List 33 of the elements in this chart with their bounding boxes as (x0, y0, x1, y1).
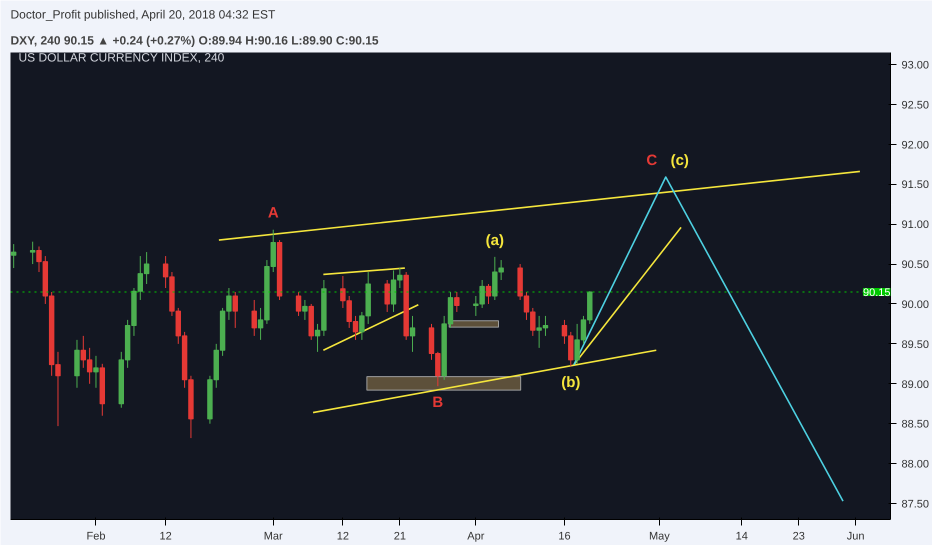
x-tick-label: Feb (86, 530, 106, 542)
ref-line-label: 90.15 (862, 286, 891, 299)
annotation: C (646, 152, 658, 170)
y-tick-label: 89.00 (902, 378, 930, 391)
y-tick-label: 92.00 (902, 139, 930, 152)
x-tick-label: Apr (467, 530, 485, 542)
x-tick-label: 21 (394, 530, 406, 542)
annotation: B (432, 394, 444, 412)
annotation: (c) (670, 152, 689, 170)
annotation: US DOLLAR CURRENCY INDEX, 240 (18, 50, 225, 64)
y-tick-label: 87.50 (902, 498, 930, 511)
y-tick-label: 88.00 (902, 458, 930, 471)
x-tick-label: 16 (558, 530, 571, 542)
x-tick-label: 12 (159, 530, 172, 542)
y-tick-label: 91.50 (902, 179, 930, 192)
y-tick-label: 93.00 (902, 59, 930, 72)
x-tick-label: Mar (264, 530, 284, 542)
y-tick-label: 88.50 (902, 418, 930, 431)
annotation: (a) (486, 232, 504, 249)
chart-title: Doctor_Profit published, April 20, 2018 04:32 EST (10, 8, 276, 22)
y-tick-label: 90.50 (902, 259, 930, 272)
y-tick-label: 90.00 (902, 298, 930, 311)
y-tick-label: 89.50 (902, 338, 930, 351)
x-tick-label: 12 (336, 530, 350, 542)
annotation: (b) (561, 374, 580, 392)
x-tick-label: 23 (792, 530, 805, 542)
x-tick-label: Jun (846, 530, 865, 542)
annotation: A (268, 204, 279, 222)
x-tick-label: 14 (736, 530, 748, 542)
x-tick-label: May (649, 530, 670, 542)
y-tick-label: 91.00 (902, 219, 930, 232)
y-tick-label: 92.50 (902, 99, 930, 112)
chart-subtitle: DXY, 240 90.15 ▲ +0.24 (+0.27%) O:89.94 H:90.16 L:89.90 C:90.15 (10, 34, 379, 48)
